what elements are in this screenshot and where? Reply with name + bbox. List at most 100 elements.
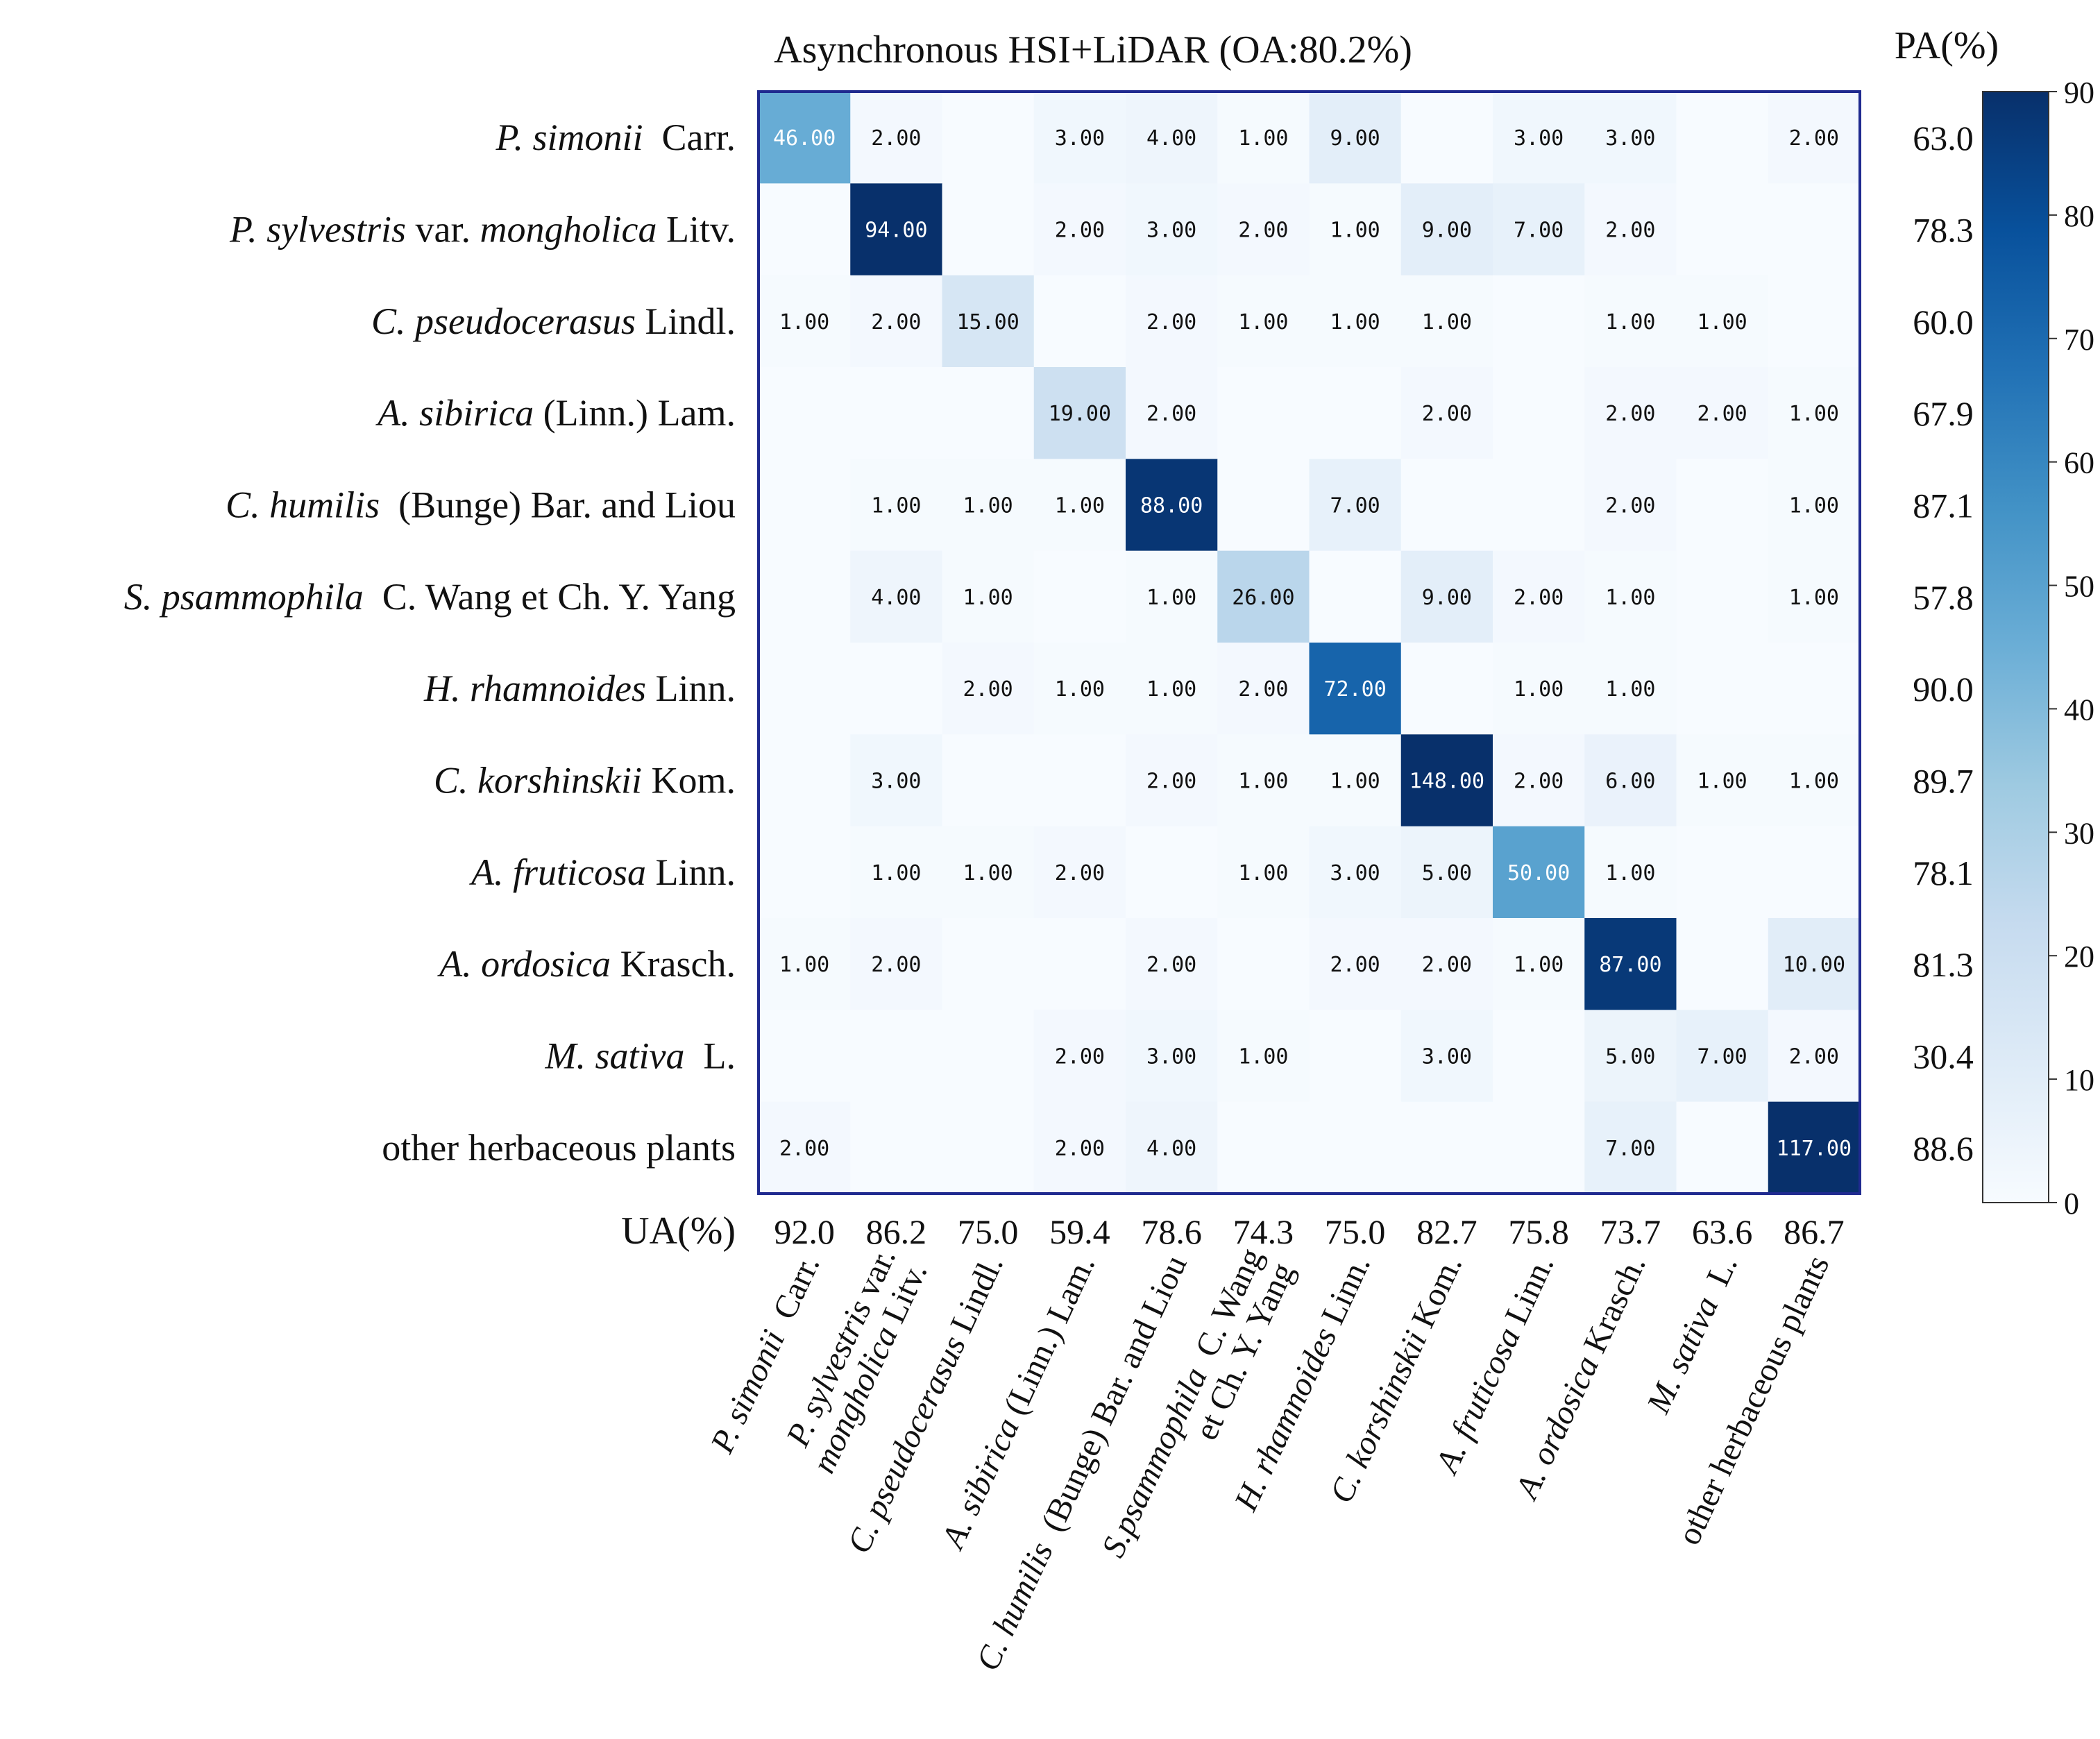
matrix-cell bbox=[1584, 1010, 1677, 1103]
matrix-cell bbox=[1033, 550, 1126, 643]
cell-value-label: 2.00 bbox=[871, 126, 921, 151]
colorbar-tick-label: 10 bbox=[2064, 1063, 2094, 1097]
ua-value: 75.0 bbox=[958, 1212, 1019, 1251]
cell-value-label: 2.00 bbox=[1514, 769, 1564, 793]
cell-value-label: 1.00 bbox=[1146, 586, 1196, 610]
cell-value-label: 1.00 bbox=[1697, 310, 1747, 334]
matrix-cell bbox=[1768, 183, 1861, 276]
cell-value-label: 7.00 bbox=[1605, 1137, 1655, 1161]
matrix-cell bbox=[850, 275, 943, 368]
colorbar-tick-label: 60 bbox=[2064, 446, 2094, 480]
cell-value-label: 2.00 bbox=[963, 677, 1013, 702]
cell-value-label: 7.00 bbox=[1330, 493, 1380, 518]
cell-value-label: 2.00 bbox=[871, 310, 921, 334]
matrix-cell bbox=[1309, 183, 1402, 276]
matrix-cell bbox=[1493, 92, 1585, 184]
matrix-border bbox=[757, 90, 1861, 1195]
cell-value-label: 1.00 bbox=[1514, 953, 1564, 977]
matrix-cell bbox=[759, 1101, 851, 1194]
matrix-cell bbox=[1493, 826, 1585, 919]
row-label: A. ordosica Krasch. bbox=[437, 943, 736, 985]
cell-value-label: 1.00 bbox=[1330, 219, 1380, 243]
matrix-cell bbox=[1768, 1010, 1861, 1103]
matrix-cell bbox=[1217, 642, 1310, 735]
pa-header: PA(%) bbox=[1895, 24, 1999, 67]
matrix-cell bbox=[1126, 1010, 1218, 1103]
colorbar-tick-label: 90 bbox=[2064, 76, 2094, 110]
colorbar-tick-label: 0 bbox=[2064, 1187, 2079, 1221]
matrix-cell bbox=[1584, 642, 1677, 735]
matrix-cells: 46.00 2.00 3.00 4.00 1.00 9.00 3.00 3.00 2.00 94.… bbox=[759, 92, 1861, 1194]
matrix-cell bbox=[1400, 734, 1493, 827]
matrix-cell bbox=[1309, 275, 1402, 368]
matrix-cell bbox=[850, 734, 943, 827]
pa-value: 78.3 bbox=[1913, 211, 1974, 250]
matrix-cell bbox=[1400, 92, 1493, 184]
cell-value-label: 19.00 bbox=[1049, 402, 1111, 426]
matrix-cell bbox=[1309, 1010, 1402, 1103]
matrix-cell bbox=[1033, 917, 1126, 1010]
matrix-cell bbox=[1768, 1101, 1861, 1194]
matrix-cell bbox=[1033, 275, 1126, 368]
matrix-cell bbox=[1400, 459, 1493, 552]
matrix-cell bbox=[1584, 366, 1677, 459]
matrix-cell bbox=[1584, 826, 1677, 919]
matrix-cell bbox=[850, 92, 943, 184]
matrix-cell bbox=[1309, 459, 1402, 552]
pa-value: 89.7 bbox=[1913, 761, 1974, 800]
cell-value-label: 2.00 bbox=[1146, 310, 1196, 334]
cell-value-label: 1.00 bbox=[779, 953, 829, 977]
matrix-cell bbox=[1768, 642, 1861, 735]
cell-value-label: 9.00 bbox=[1422, 219, 1472, 243]
cell-value-label: 1.00 bbox=[963, 493, 1013, 518]
cell-value-label: 1.00 bbox=[1238, 1044, 1288, 1069]
matrix-cell bbox=[1676, 275, 1769, 368]
matrix-cell bbox=[1676, 642, 1769, 735]
cell-value-label: 50.00 bbox=[1507, 861, 1570, 885]
matrix-cell bbox=[1126, 275, 1218, 368]
cell-value-label: 2.00 bbox=[1146, 953, 1196, 977]
matrix-cell bbox=[942, 275, 1035, 368]
row-labels: P. simonii Carr. P. sylvestris var. mongh… bbox=[124, 117, 736, 1169]
cell-value-label: 1.00 bbox=[1789, 586, 1839, 610]
row-label: P. sylvestris var. mongholica Litv. bbox=[229, 209, 736, 251]
pa-value: 63.0 bbox=[1913, 119, 1974, 158]
cell-value-label: 148.00 bbox=[1409, 769, 1484, 793]
cell-value-label: 1.00 bbox=[1055, 677, 1105, 702]
colorbar-tick-label: 30 bbox=[2064, 816, 2094, 850]
ua-value: 75.8 bbox=[1508, 1212, 1569, 1251]
matrix-cell bbox=[1217, 92, 1310, 184]
matrix-cell bbox=[1309, 734, 1402, 827]
matrix-cell bbox=[1584, 550, 1677, 643]
matrix-cell bbox=[1126, 826, 1218, 919]
matrix-cell bbox=[759, 642, 851, 735]
matrix-cell bbox=[1676, 917, 1769, 1010]
matrix-cell bbox=[942, 366, 1035, 459]
matrix-cell bbox=[1400, 366, 1493, 459]
ua-value: 63.6 bbox=[1692, 1212, 1753, 1251]
matrix-cell bbox=[1584, 917, 1677, 1010]
matrix-cell bbox=[1676, 1101, 1769, 1194]
cell-value-label: 94.00 bbox=[865, 219, 927, 243]
row-label: H. rhamnoides Linn. bbox=[423, 668, 736, 709]
matrix-cell bbox=[759, 1010, 851, 1103]
row-label: other herbaceous plants bbox=[382, 1127, 736, 1169]
cell-value-label: 5.00 bbox=[1605, 1044, 1655, 1069]
matrix-cell bbox=[1676, 550, 1769, 643]
colorbar-tick-label: 50 bbox=[2064, 570, 2094, 604]
matrix-cell bbox=[1217, 917, 1310, 1010]
matrix-cell bbox=[1217, 1010, 1310, 1103]
cell-value-label: 2.00 bbox=[1605, 219, 1655, 243]
cell-value-label: 1.00 bbox=[1238, 310, 1288, 334]
cell-value-label: 1.00 bbox=[963, 586, 1013, 610]
colorbar-tick-label: 40 bbox=[2064, 693, 2094, 727]
matrix-cell bbox=[850, 1010, 943, 1103]
matrix-cell bbox=[1493, 366, 1585, 459]
pa-value: 87.1 bbox=[1913, 486, 1974, 525]
cell-value-label: 2.00 bbox=[1422, 953, 1472, 977]
cell-value-label: 1.00 bbox=[1605, 677, 1655, 702]
matrix-cell bbox=[1033, 183, 1126, 276]
cell-value-label: 88.00 bbox=[1140, 493, 1203, 518]
cell-value-label: 2.00 bbox=[1055, 219, 1105, 243]
matrix-cell bbox=[1033, 734, 1126, 827]
